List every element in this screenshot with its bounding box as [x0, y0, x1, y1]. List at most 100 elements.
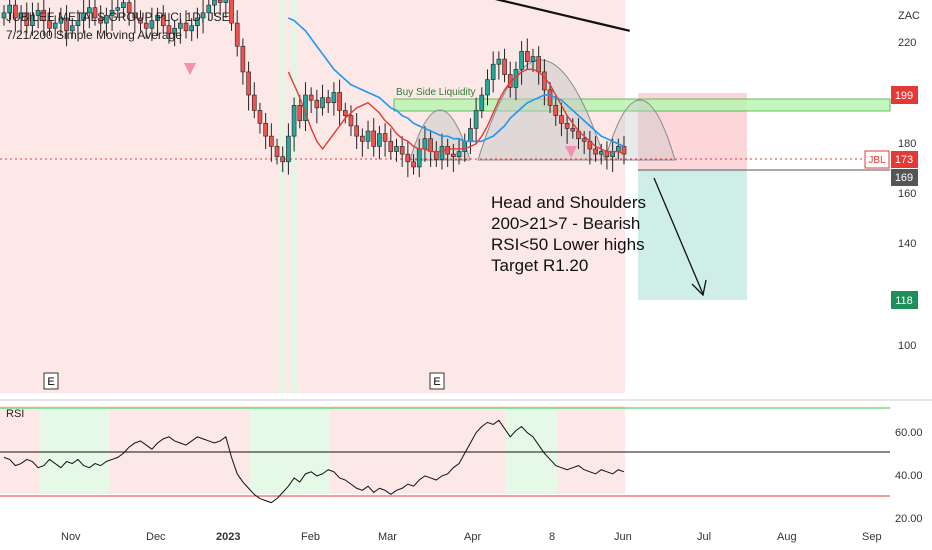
candle — [360, 128, 365, 157]
candle — [92, 0, 98, 26]
candle — [274, 138, 280, 165]
earnings-label: E — [47, 376, 54, 388]
candle-body — [30, 15, 35, 26]
candle — [263, 113, 268, 149]
candle — [479, 87, 485, 119]
candle-body — [223, 0, 229, 3]
candle-body — [104, 15, 109, 24]
candle-body — [388, 140, 394, 152]
time-axis[interactable]: Nov Dec 2023 Feb Mar Apr 8 Jun Jul Aug S… — [61, 531, 882, 543]
candle — [286, 123, 291, 175]
candle — [172, 20, 177, 47]
symbol-title: JUBILEE METALS GROUP PLC, 1D, JSE — [6, 10, 230, 24]
candle — [58, 7, 64, 36]
target-zone[interactable] — [638, 170, 747, 300]
currency-label: ZAC — [898, 10, 920, 22]
candle-body — [200, 12, 206, 19]
candle-body — [462, 140, 468, 152]
candle — [257, 102, 263, 134]
time-tick: Apr — [464, 531, 481, 543]
rsi-tick: 20.00 — [895, 513, 923, 525]
candle — [149, 7, 155, 42]
candle — [138, 10, 143, 31]
candle-body — [536, 56, 541, 73]
candle — [189, 17, 195, 42]
earnings-label: E — [433, 376, 440, 388]
candle-body — [382, 133, 388, 142]
candle-body — [485, 79, 490, 96]
candle-body — [342, 110, 348, 116]
last-price-badge — [891, 151, 918, 168]
candle-body — [24, 12, 30, 26]
candle-body — [87, 7, 92, 14]
candle — [405, 141, 411, 178]
candle — [411, 154, 416, 175]
candle-body — [553, 105, 559, 116]
candle — [547, 82, 553, 114]
candle-body — [559, 115, 564, 124]
candle-body — [7, 4, 12, 14]
candle-body — [13, 4, 18, 19]
candle-body — [160, 15, 166, 26]
rsi-label: RSI — [6, 408, 24, 420]
time-tick: Nov — [61, 531, 81, 543]
candle-body — [274, 146, 280, 157]
candle-body — [496, 58, 502, 65]
candle-body — [109, 9, 115, 16]
green-bar-2 — [292, 0, 297, 393]
candle — [371, 118, 377, 157]
candle — [337, 79, 342, 126]
candle-body — [286, 135, 291, 163]
candle-body — [115, 7, 121, 11]
candle — [399, 136, 405, 167]
candle — [553, 95, 559, 126]
sma7-line — [287, 68, 625, 155]
candle-body — [337, 92, 342, 111]
candle-body — [1, 12, 7, 19]
candle — [115, 0, 121, 18]
candle — [121, 0, 126, 18]
candle-body — [41, 9, 47, 21]
price-axis[interactable]: ZAC 220 180 160 140 100 199 JBL 173 169 … — [864, 10, 920, 352]
candle-body — [143, 22, 149, 29]
rsi-green-zone-1 — [40, 408, 110, 493]
rsi-tick: 40.00 — [895, 470, 923, 482]
candle-body — [428, 138, 433, 152]
candle — [251, 82, 257, 119]
candle-body — [251, 94, 257, 111]
target-arrow[interactable] — [653, 177, 707, 297]
candle — [530, 48, 536, 72]
candle — [87, 0, 92, 29]
time-tick: Sep — [862, 531, 882, 543]
candle — [75, 10, 81, 36]
candle — [109, 0, 115, 31]
rsi-tick: 60.00 — [895, 427, 923, 439]
time-tick: Aug — [777, 531, 797, 543]
earnings-marker-2[interactable]: E — [429, 372, 445, 390]
candle-body — [291, 105, 297, 137]
price-tick: 220 — [898, 37, 916, 49]
candle — [490, 51, 496, 93]
candle-body — [297, 105, 303, 122]
earnings-marker-1[interactable]: E — [43, 372, 59, 390]
annotation-text[interactable]: Head and Shoulders 200>21>7 - Bearish RS… — [491, 193, 646, 275]
candle — [291, 97, 297, 152]
sma21-line — [288, 17, 625, 148]
candle — [52, 15, 58, 39]
candle-body — [172, 27, 177, 34]
candle-body — [490, 63, 496, 80]
candle — [598, 143, 604, 165]
candle — [280, 146, 286, 173]
trade-setup[interactable] — [638, 93, 747, 300]
candle — [593, 136, 598, 162]
candle — [382, 123, 388, 157]
liquidity-price-value: 199 — [895, 90, 913, 102]
time-tick: Jun — [614, 531, 632, 543]
candle — [132, 0, 138, 34]
price-tick: 180 — [898, 138, 916, 150]
last-price-value: 173 — [895, 154, 913, 166]
candle-body — [473, 110, 479, 129]
rsi-green-zone-3 — [505, 408, 557, 493]
rsi-green-zone-2 — [250, 408, 330, 493]
